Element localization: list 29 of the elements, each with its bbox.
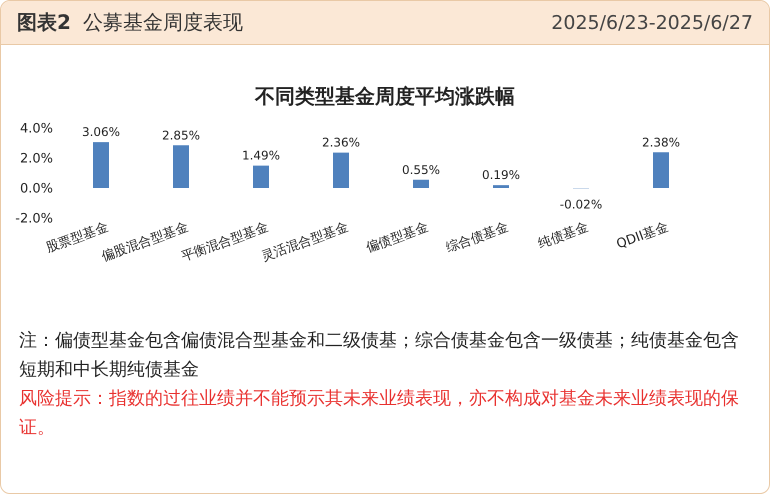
data-label: 1.49% [242,148,280,163]
data-label: 0.19% [482,168,520,182]
bar [333,152,349,188]
data-label: -0.02% [560,197,602,212]
bar [253,166,269,188]
y-tick-label: 0.0% [20,182,53,197]
y-tick-label: 4.0% [20,122,53,137]
bar [493,185,509,188]
chart-title: 不同类型基金周度平均涨跌幅 [254,83,516,110]
bar [173,145,189,188]
data-label: 2.38% [642,135,680,150]
data-label: 2.36% [322,136,360,150]
bar [653,152,669,188]
x-tick-label: QDII基金 [614,220,670,252]
text: 图表2 [17,9,71,36]
x-tick-label: 综合债基金 [444,220,510,256]
data-label: 2.85% [162,128,200,142]
bar [93,142,109,188]
y-tick-label: -2.0% [15,212,53,227]
x-tick-label: 偏债型基金 [364,220,430,256]
x-tick-label: 纯债基金 [536,220,590,252]
text: 注：偏债型基金包含偏债混合型基金和二级债基；综合债基金包含一级债基；纯债基金包含短期和中长期纯债基金 [19,329,740,382]
text: 2025/6/23-2025/6/27 [551,12,753,34]
data-label: 3.06% [82,125,120,140]
text: 公募基金周度表现 [82,9,243,36]
text: 风险提示：指数的过往业绩并不能预示其未来业绩表现，亦不构成对基金未来业绩表现的保证。 [19,387,740,440]
bar [413,180,429,188]
data-label: 0.55% [402,162,440,177]
y-tick-label: 2.0% [20,152,53,167]
